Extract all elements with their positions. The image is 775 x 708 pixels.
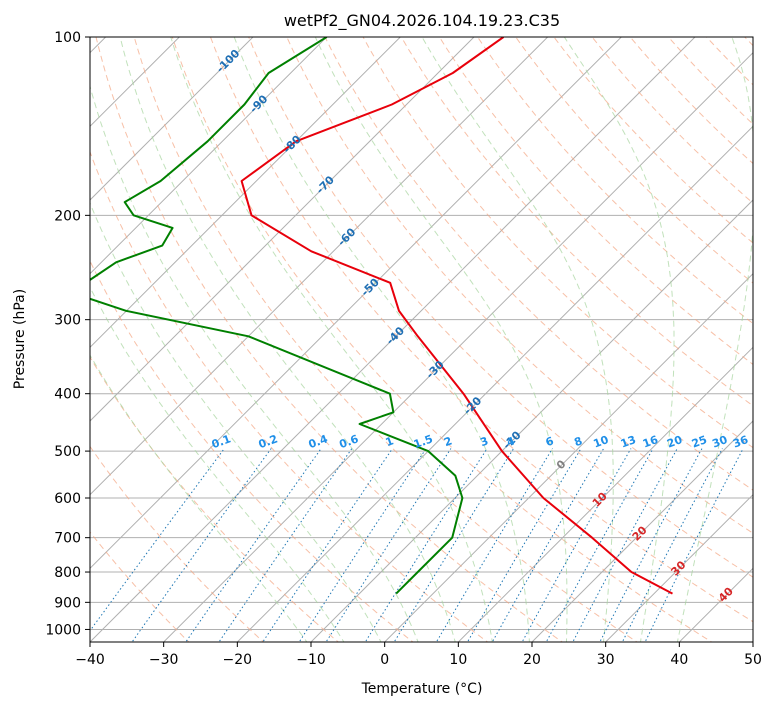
dry-adiabat bbox=[90, 356, 340, 642]
x-tick-label: 0 bbox=[380, 652, 389, 668]
moist-adiabat bbox=[90, 201, 382, 642]
mixing-ratio-label: 36 bbox=[731, 433, 750, 451]
mixing-ratio-label: 20 bbox=[665, 433, 684, 451]
plot-frame bbox=[89, 36, 754, 643]
mixing-ratio-line bbox=[131, 448, 272, 642]
mixing-ratio-line bbox=[435, 448, 553, 642]
mixing-ratio-line bbox=[466, 448, 582, 642]
mixing-ratio-line bbox=[621, 448, 723, 642]
y-tick-label: 300 bbox=[54, 313, 81, 329]
x-tick-label: −20 bbox=[223, 652, 253, 668]
isotherm-line bbox=[531, 420, 753, 642]
mixing-ratio-label: 16 bbox=[641, 433, 660, 451]
mixing-ratio-lines bbox=[90, 448, 744, 642]
sounding-curves bbox=[90, 37, 673, 595]
isotherm-line bbox=[90, 37, 696, 642]
isotherm-line bbox=[90, 37, 475, 422]
x-tick-label: −30 bbox=[149, 652, 179, 668]
isotherm-line bbox=[90, 37, 549, 496]
mixing-ratio-line bbox=[545, 448, 654, 642]
mixing-ratio-line bbox=[325, 448, 452, 642]
temperature-curve bbox=[240, 37, 673, 595]
isotherm-line bbox=[90, 37, 328, 275]
mixing-ratio-line bbox=[521, 448, 632, 642]
isotherm-line bbox=[604, 493, 753, 642]
mixing-ratio-line bbox=[218, 448, 353, 642]
x-tick-label: 10 bbox=[449, 652, 467, 668]
mixing-ratio-label: 8 bbox=[572, 434, 584, 449]
moist-adiabat bbox=[90, 286, 345, 642]
dry-adiabat bbox=[133, 37, 638, 642]
mixing-ratio-line bbox=[298, 448, 427, 642]
moist-adiabat bbox=[233, 37, 530, 642]
y-tick-label: 200 bbox=[54, 208, 81, 224]
moist-adiabats bbox=[90, 37, 753, 642]
x-axis-ticks: −40 −30 −20 −10 0 10 20 30 40 50 bbox=[75, 642, 762, 668]
dewpoint-curve bbox=[90, 37, 464, 595]
y-tick-label: 500 bbox=[54, 444, 81, 460]
gridlines bbox=[90, 37, 753, 642]
isotherm-line bbox=[310, 199, 753, 642]
dry-adiabat bbox=[95, 37, 564, 642]
isotherm-line bbox=[236, 125, 753, 642]
y-tick-label: 700 bbox=[54, 531, 81, 547]
isotherm-line bbox=[90, 37, 623, 570]
isotherm-line bbox=[162, 51, 753, 642]
x-axis-label: Temperature (°C) bbox=[361, 681, 483, 697]
y-tick-label: 900 bbox=[54, 595, 81, 611]
y-tick-label: 400 bbox=[54, 387, 81, 403]
isotherm-line bbox=[383, 272, 753, 642]
dry-adiabat bbox=[90, 150, 489, 642]
mixing-ratio-label: 13 bbox=[619, 433, 638, 450]
mixing-ratio-label: 4 bbox=[505, 434, 517, 449]
moist-adiabat bbox=[119, 37, 456, 642]
y-axis-label: Pressure (hPa) bbox=[12, 289, 28, 389]
mixing-ratio-line bbox=[644, 448, 744, 642]
mixing-ratio-label: 2 bbox=[442, 434, 454, 449]
chart-title: wetPf2_GN04.2026.104.19.23.C35 bbox=[284, 11, 560, 31]
dry-adiabat bbox=[209, 37, 753, 623]
isotherm-line bbox=[90, 37, 254, 201]
moist-adiabat bbox=[90, 354, 308, 642]
mixing-ratio-line bbox=[262, 448, 393, 642]
moist-adiabat bbox=[90, 84, 419, 642]
isotherm-line bbox=[457, 346, 753, 642]
dry-adiabat bbox=[90, 445, 265, 642]
mixing-ratio-label: 1.5 bbox=[412, 432, 435, 451]
x-tick-label: −10 bbox=[296, 652, 326, 668]
y-axis-ticks: 100 200 300 400 500 600 700 800 900 1000 bbox=[45, 30, 90, 638]
x-tick-label: −40 bbox=[75, 652, 105, 668]
y-tick-label: 100 bbox=[54, 30, 81, 46]
x-tick-label: 20 bbox=[523, 652, 541, 668]
dry-adiabat bbox=[90, 259, 414, 642]
x-tick-label: 40 bbox=[670, 652, 688, 668]
mixing-ratio-label: 0.4 bbox=[307, 432, 330, 451]
mixing-ratio-label: 6 bbox=[544, 434, 556, 449]
moist-adiabat bbox=[563, 37, 675, 642]
isotherm-line bbox=[90, 37, 402, 349]
moist-adiabat bbox=[314, 37, 568, 642]
y-tick-label: 800 bbox=[54, 565, 81, 581]
mixing-ratio-label: 30 bbox=[710, 433, 729, 451]
mixing-ratio-label: 0.2 bbox=[257, 432, 280, 451]
mixing-ratio-label: 25 bbox=[690, 433, 709, 450]
mixing-ratio-label: 3 bbox=[478, 434, 490, 449]
x-tick-label: 30 bbox=[597, 652, 615, 668]
mixing-ratio-line bbox=[393, 448, 515, 642]
moist-adiabat bbox=[170, 37, 493, 642]
mixing-ratio-labels: 0.1 0.2 0.4 0.6 1 1.5 2 3 4 6 8 10 13 16 20 25 30 36 bbox=[210, 432, 750, 451]
y-tick-label: 1000 bbox=[45, 622, 81, 638]
moist-adiabat bbox=[676, 37, 753, 642]
x-tick-label: 50 bbox=[744, 652, 762, 668]
mixing-ratio-label: 1 bbox=[384, 434, 396, 449]
y-tick-label: 600 bbox=[54, 491, 81, 507]
moist-adiabat bbox=[421, 37, 614, 642]
mixing-ratio-label: 0.6 bbox=[338, 432, 361, 451]
mixing-ratio-label: 10 bbox=[592, 433, 611, 451]
mixing-ratio-line bbox=[185, 448, 322, 642]
mixing-ratio-line bbox=[364, 448, 488, 642]
mixing-ratio-label: 0.1 bbox=[210, 432, 233, 451]
